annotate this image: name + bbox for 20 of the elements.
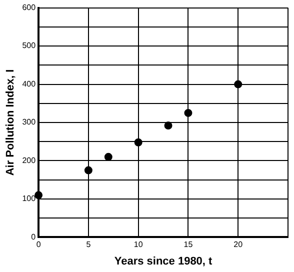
x-axis-title: Years since 1980, t [114, 255, 213, 268]
point [34, 191, 43, 200]
point [234, 80, 242, 88]
point [84, 166, 92, 174]
y-tick-label: 500 [22, 41, 36, 50]
x-tick-label: 5 [86, 240, 92, 250]
y-tick-label: 600 [22, 3, 36, 12]
y-axis-title: Air Pollution Index, I [4, 69, 17, 176]
point [104, 152, 112, 161]
x-tick-label: 20 [234, 240, 244, 250]
y-tick-label: 200 [22, 156, 36, 165]
point [134, 138, 142, 146]
x-tick-label: 10 [134, 240, 144, 250]
y-tick-label: 100 [22, 194, 36, 204]
x-tick-label: 15 [184, 240, 194, 250]
y-tick-label: 0 [31, 232, 36, 242]
point [184, 108, 192, 117]
y-tick-label: 300 [22, 118, 36, 127]
point [164, 122, 172, 130]
y-tick-label: 400 [22, 79, 36, 88]
